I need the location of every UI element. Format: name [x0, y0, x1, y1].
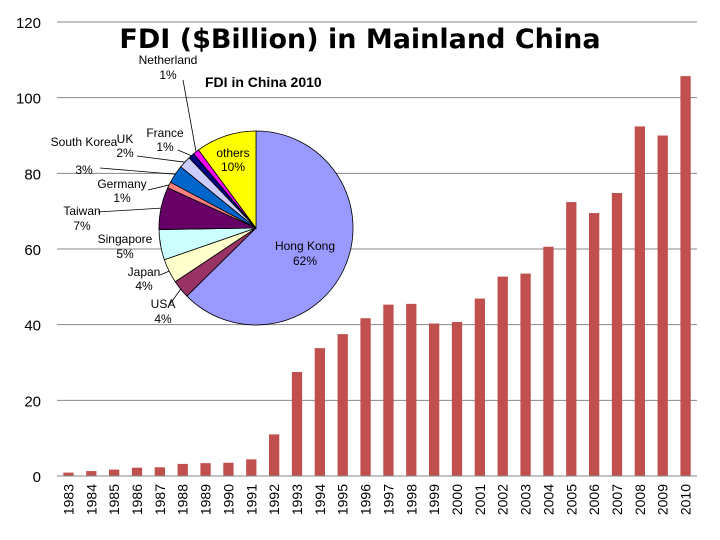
pie-leader-line	[169, 288, 182, 305]
pie-slice	[186, 130, 354, 326]
x-tick-label: 2003	[518, 484, 534, 515]
x-tick-label: 2006	[586, 484, 602, 515]
y-tick-label: 60	[24, 242, 41, 259]
x-tick-label: 2010	[678, 484, 694, 515]
pie-label-japan: Japan 4%	[128, 265, 161, 293]
bar	[474, 298, 485, 476]
pie-leader-line	[177, 149, 192, 157]
x-tick-label: 1997	[380, 484, 396, 515]
bar	[269, 434, 280, 476]
x-tick-label: 2002	[495, 484, 511, 515]
bar	[497, 276, 508, 476]
y-tick-label: 0	[33, 469, 41, 486]
x-tick-label: 2009	[655, 484, 671, 515]
bar	[360, 318, 371, 476]
bars	[63, 76, 691, 477]
bar	[154, 467, 165, 476]
x-tick-label: 1991	[243, 484, 259, 515]
pie-label-singapore: Singapore 5%	[98, 232, 153, 261]
x-tick-label: 2001	[472, 484, 488, 515]
bar	[337, 334, 348, 476]
pie-leader-line	[159, 270, 170, 276]
gridlines	[57, 21, 697, 401]
pie-labels: Hong Kong 62% others 10% USA 4% Japan 4% Sin…	[51, 53, 335, 326]
bar	[657, 135, 668, 476]
bar	[314, 348, 325, 476]
x-tick-label: 2004	[540, 484, 556, 515]
pie-label-uk: UK 2%	[116, 132, 134, 160]
pie-label-hong-kong: Hong Kong 62%	[275, 239, 335, 268]
bar	[246, 459, 257, 476]
x-tick-label: 1983	[60, 484, 76, 515]
bar	[200, 463, 211, 476]
pie-leader-line	[147, 184, 170, 191]
x-tick-label: 1986	[129, 484, 145, 515]
bar	[406, 303, 417, 476]
x-tick-label: 1998	[403, 484, 419, 515]
bar	[611, 193, 623, 477]
y-tick-label: 40	[24, 318, 41, 335]
x-tick-label: 1995	[335, 484, 351, 515]
pie-leader-line	[182, 79, 197, 152]
chart-title: FDI ($Billion) in Mainland China	[119, 24, 600, 55]
pie-title: FDI in China 2010	[205, 74, 322, 90]
pie-label-germany: Germany 1%	[97, 177, 146, 205]
x-tick-label: 1989	[198, 484, 214, 515]
pie-leader-line	[136, 155, 185, 163]
x-tick-label: 2005	[563, 484, 579, 515]
x-tick-label: 1993	[289, 484, 305, 515]
pie-chart	[158, 130, 354, 326]
y-tick-label: 100	[16, 91, 41, 108]
bar	[177, 463, 188, 476]
pie-label-france: France 1%	[146, 126, 184, 154]
y-tick-label: 120	[16, 15, 41, 32]
bar	[680, 76, 691, 476]
pie-leader-lines	[97, 79, 197, 305]
pie-slice	[197, 130, 257, 230]
pie-label-usa: USA 4%	[151, 297, 176, 326]
x-tick-label: 2008	[632, 484, 648, 515]
bar	[451, 322, 463, 476]
pie-leader-line	[99, 167, 176, 175]
bar	[86, 471, 97, 476]
pie-leader-line	[97, 207, 162, 213]
x-tick-label: 2007	[609, 484, 625, 515]
x-tick-label: 1996	[358, 484, 374, 515]
x-tick-label: 2000	[449, 484, 465, 515]
bar	[429, 323, 440, 476]
bar	[131, 467, 143, 476]
bar	[634, 126, 645, 477]
bar	[566, 202, 577, 476]
x-tick-label: 1987	[152, 484, 168, 515]
bar	[383, 304, 394, 476]
x-tick-label: 1984	[83, 484, 99, 515]
x-axis-ticks: 1983 1984 1985 1986 1987 1988 1989 1990 1991 1992…	[60, 484, 693, 515]
pie-label-others: others 10%	[216, 146, 249, 174]
y-axis-ticks: 0 20 40 60 80 100 120	[16, 15, 41, 486]
pie-label-taiwan: Taiwan 7%	[63, 204, 100, 233]
y-tick-label: 80	[24, 166, 41, 183]
x-tick-label: 1990	[220, 484, 236, 515]
bar	[520, 273, 531, 476]
pie-label-south-korea: South Korea 3%	[51, 135, 118, 177]
pie-label-netherland: Netherland 1%	[139, 53, 198, 82]
bar	[63, 472, 74, 476]
bar	[109, 469, 120, 476]
x-tick-label: 1988	[175, 484, 191, 515]
y-tick-label: 20	[24, 393, 41, 410]
x-tick-label: 1999	[426, 484, 442, 515]
bar	[589, 213, 600, 476]
bar	[543, 246, 554, 476]
bar	[223, 462, 234, 476]
x-tick-label: 1992	[266, 484, 282, 515]
x-tick-label: 1985	[106, 484, 122, 515]
bar	[291, 371, 303, 476]
x-tick-label: 1994	[312, 484, 328, 515]
